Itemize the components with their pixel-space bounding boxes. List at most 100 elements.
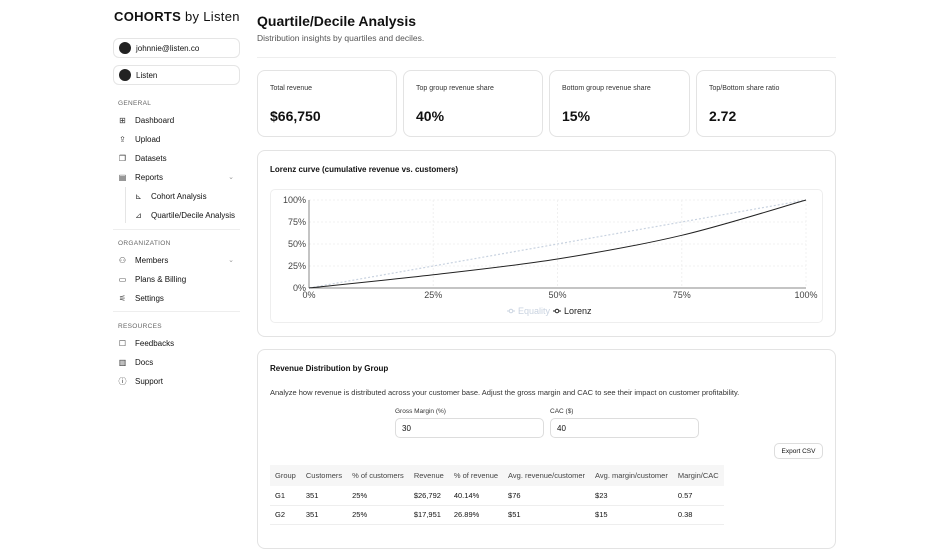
legend-marker-dot: [554, 308, 560, 314]
user-email: johnnie@listen.co: [136, 43, 200, 53]
kpi-total-revenue: Total revenue $66,750: [257, 70, 397, 137]
folders-icon: ❐: [118, 153, 127, 163]
y-tick-label: 75%: [288, 217, 306, 227]
table-cell: 351: [300, 486, 348, 506]
table-cell: 0.38: [672, 505, 724, 525]
sidebar-item-feedbacks[interactable]: ☐ Feedbacks: [118, 336, 240, 350]
brand-suffix: by Listen: [185, 9, 240, 24]
avatar: [119, 42, 131, 54]
upload-icon: ⇪: [119, 134, 126, 144]
help-circle-icon: ⓘ: [118, 376, 127, 386]
export-csv-button[interactable]: Export CSV: [774, 443, 823, 459]
table-cell: 0.57: [672, 486, 724, 506]
column-header: Margin/CAC: [672, 465, 724, 486]
sidebar-item-docs[interactable]: ▥ Docs: [118, 355, 240, 369]
user-account-button[interactable]: johnnie@listen.co: [113, 38, 240, 58]
users-icon: ⚇: [118, 255, 127, 265]
legend-marker-dot: [508, 308, 514, 314]
divider: [113, 311, 240, 312]
cac-input[interactable]: 40: [550, 418, 699, 438]
section-description: Analyze how revenue is distributed acros…: [270, 388, 740, 397]
sidebar-item-reports[interactable]: ▤ Reports ⌄: [118, 170, 240, 184]
legend-lorenz: Lorenz: [564, 306, 592, 316]
org-logo: [119, 69, 131, 81]
table-cell: $23: [590, 486, 673, 506]
label: Docs: [135, 357, 154, 367]
kpi-label: Bottom group revenue share: [562, 85, 651, 92]
label: Members: [135, 255, 169, 265]
column-header: Avg. revenue/customer: [503, 465, 591, 486]
label: Dashboard: [135, 115, 175, 125]
sidebar-item-support[interactable]: ⓘ Support: [118, 374, 240, 388]
x-tick-label: 100%: [794, 290, 817, 300]
kpi-ratio: Top/Bottom share ratio 2.72: [696, 70, 836, 137]
kpi-value: $66,750: [270, 108, 321, 124]
y-tick-label: 50%: [288, 239, 306, 249]
credit-card-icon: ▭: [118, 274, 127, 284]
submenu-line: [125, 187, 126, 223]
brand-name: COHORTS: [114, 9, 182, 24]
kpi-bottom-share: Bottom group revenue share 15%: [549, 70, 690, 137]
label: Plans & Billing: [135, 274, 187, 284]
label: Quartile/Decile Analysis: [151, 210, 236, 220]
lorenz-chart: 0%0% 25% 25% 50% 50% 75% 75% 100% 100% Equality Lo…: [283, 195, 818, 316]
series-lorenz-line: [308, 199, 807, 289]
kpi-label: Top group revenue share: [416, 85, 494, 92]
column-header: Avg. margin/customer: [590, 465, 673, 486]
column-header: % of revenue: [448, 465, 504, 486]
logo[interactable]: COHORTS by Listen: [114, 9, 240, 24]
chart-title: Lorenz curve (cumulative revenue vs. cus…: [270, 165, 459, 174]
org-switcher[interactable]: Listen: [113, 65, 240, 85]
sidebar-item-quartile-decile[interactable]: ⊿ Quartile/Decile Analysis: [134, 208, 240, 222]
section-title: Revenue Distribution by Group: [270, 364, 389, 373]
kpi-value: 40%: [416, 108, 445, 124]
gross-margin-label: Gross Margin (%): [395, 408, 446, 415]
gross-margin-input[interactable]: 30: [395, 418, 544, 438]
x-tick-label: 75%: [673, 290, 691, 300]
label: Feedbacks: [135, 338, 175, 348]
section-general: GENERAL: [118, 100, 152, 107]
area-chart-icon: ⊿: [135, 210, 142, 220]
kpi-value: 2.72: [709, 108, 737, 124]
table-cell: $26,792: [408, 486, 449, 506]
sidebar-item-settings[interactable]: ⚟ Settings: [118, 291, 240, 305]
table-cell: G1: [270, 486, 301, 506]
cac-label: CAC ($): [550, 408, 574, 415]
sidebar-item-members[interactable]: ⚇ Members ⌄: [118, 253, 240, 267]
sliders-icon: ⚟: [118, 293, 127, 303]
table-row: G1 351 25% $26,792 40.14% $76 $23 0.57: [270, 486, 724, 506]
table-cell: $15: [590, 505, 673, 525]
column-header: Group: [270, 465, 301, 486]
table-cell: G2: [270, 505, 301, 525]
section-organization: ORGANIZATION: [118, 240, 171, 247]
x-tick-label: 25%: [424, 290, 442, 300]
grid-icon: ⊞: [119, 115, 126, 125]
y-tick-label: 25%: [288, 261, 306, 271]
sidebar-item-plans-billing[interactable]: ▭ Plans & Billing: [118, 272, 240, 286]
sidebar-item-dashboard[interactable]: ⊞ Dashboard: [118, 113, 240, 127]
table-cell: $17,951: [408, 505, 449, 525]
label: Cohort Analysis: [151, 191, 207, 201]
x-tick-label: 50%: [548, 290, 566, 300]
sidebar-item-datasets[interactable]: ❐ Datasets: [118, 151, 240, 165]
divider: [113, 229, 240, 230]
chevron-down-icon: ⌄: [228, 174, 234, 181]
sidebar: COHORTS by Listen johnnie@listen.co List…: [0, 0, 250, 529]
chart-container: 0% 0% 25% 25% 50% 50% 75% 75% 100% 100% Equality Lo…: [270, 189, 823, 323]
column-header: Revenue: [408, 465, 449, 486]
sidebar-item-cohort-analysis[interactable]: ⊾ Cohort Analysis: [134, 189, 240, 203]
label: Support: [135, 376, 164, 386]
y-tick-label: 0%: [293, 283, 306, 293]
line-chart-icon: ⊾: [135, 191, 142, 201]
x-tick-label: 0%: [302, 290, 315, 300]
series-equality-line: [308, 199, 807, 289]
table-cell: 351: [300, 505, 348, 525]
sidebar-item-upload[interactable]: ⇪ Upload: [118, 132, 240, 146]
table-cell: 26.89%: [448, 505, 504, 525]
label: Settings: [135, 293, 164, 303]
kpi-top-share: Top group revenue share 40%: [403, 70, 543, 137]
legend-equality: Equality: [518, 306, 551, 316]
page-title: Quartile/Decile Analysis: [257, 13, 416, 29]
message-square-icon: ☐: [118, 338, 127, 348]
table-cell: 25%: [347, 486, 409, 506]
